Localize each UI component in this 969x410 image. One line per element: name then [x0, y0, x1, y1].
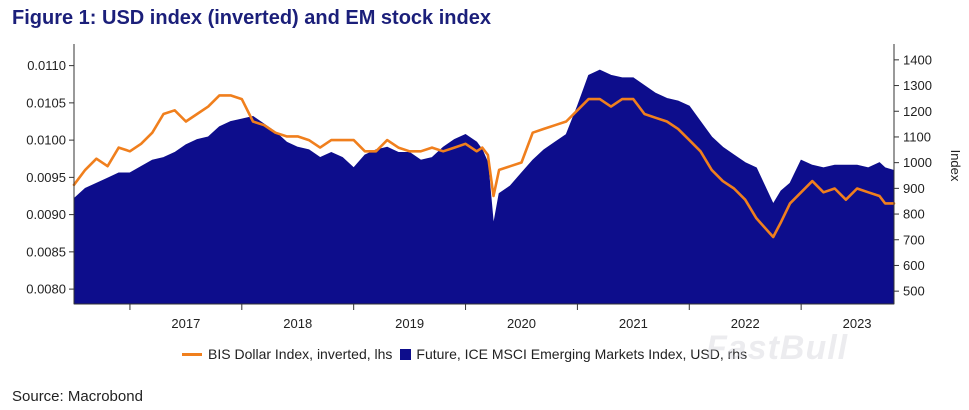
right-tick-label: 700: [903, 232, 925, 247]
usd-index-line: [72, 94, 896, 239]
right-tick-label: 800: [903, 207, 925, 222]
left-tick-label: 0.0080: [26, 282, 66, 297]
legend-swatch-em: [400, 348, 412, 360]
x-tick-label: 2019: [395, 316, 424, 331]
left-tick-label: 0.0095: [26, 170, 66, 185]
right-tick-label: 1200: [903, 104, 932, 119]
usd-line-layer: [72, 94, 896, 239]
right-tick-label: 900: [903, 181, 925, 196]
x-tick-label: 2021: [619, 316, 648, 331]
right-tick-label: 1300: [903, 78, 932, 93]
legend-label-em: Future, ICE MSCI Emerging Markets Index,…: [416, 346, 748, 362]
x-tick-label: 2020: [507, 316, 536, 331]
x-tick-label: 2017: [171, 316, 200, 331]
right-tick-label: 1000: [903, 155, 932, 170]
legend-item-em: Future, ICE MSCI Emerging Markets Index,…: [400, 346, 747, 362]
left-tick-label: 0.0100: [26, 133, 66, 148]
left-tick-label: 0.0085: [26, 244, 66, 259]
x-tick-label: 2022: [731, 316, 760, 331]
watermark-logo: FastBull: [706, 329, 849, 367]
axes-layer: 0.0080 0.0085 0.0090 0.0095 0.0100 0.0105 0.01…: [26, 44, 963, 331]
source-note: Source: Macrobond: [12, 388, 143, 405]
right-tick-label: 600: [903, 258, 925, 273]
right-tick-label: 500: [903, 284, 925, 299]
legend-swatch-usd: [182, 352, 202, 356]
left-tick-label: 0.0105: [26, 95, 66, 110]
x-tick-label: 2023: [843, 316, 872, 331]
x-tick-label: 2018: [283, 316, 312, 331]
right-axis-title: Index: [948, 150, 963, 182]
left-tick-label: 0.0090: [26, 207, 66, 222]
right-tick-label: 1400: [903, 52, 932, 67]
legend-item-usd: BIS Dollar Index, inverted, lhs: [182, 346, 392, 362]
chart-title: Figure 1: USD index (inverted) and EM st…: [12, 7, 491, 29]
right-tick-label: 1100: [903, 129, 931, 144]
legend-label-usd: BIS Dollar Index, inverted, lhs: [208, 346, 393, 362]
em-stock-area: [73, 69, 895, 305]
legend: BIS Dollar Index, inverted, lhs Future, …: [182, 346, 755, 362]
left-tick-label: 0.0110: [27, 58, 66, 73]
em-area-layer: [73, 69, 895, 305]
